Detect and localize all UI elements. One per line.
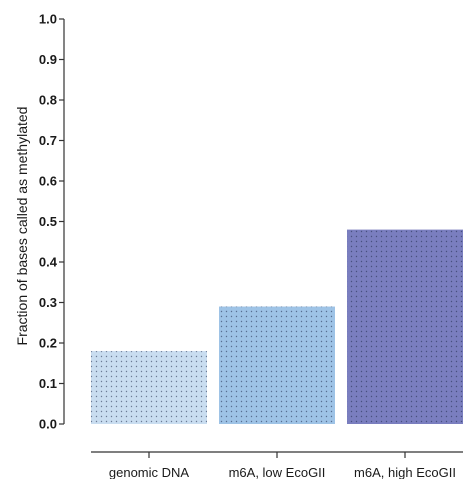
y-tick-label: 0.6	[39, 174, 57, 189]
y-tick-label: 0.7	[39, 133, 57, 148]
y-tick-label: 0.0	[39, 417, 57, 432]
x-tick-label: m6A, low EcoGII	[229, 465, 326, 479]
bar-dot-texture	[219, 306, 335, 424]
bar-dot-texture	[347, 229, 463, 424]
y-tick-label: 0.2	[39, 336, 57, 351]
y-tick-label: 0.5	[39, 214, 57, 229]
y-tick-label: 0.4	[39, 255, 58, 270]
y-axis-title: Fraction of bases called as methylated	[14, 107, 30, 346]
bars	[91, 229, 463, 424]
x-tick-label: genomic DNA	[109, 465, 190, 479]
x-axis	[91, 451, 463, 458]
x-tick-label: m6A, high EcoGII	[354, 465, 456, 479]
y-tick-label: 0.1	[39, 376, 57, 391]
y-tick-label: 0.3	[39, 295, 57, 310]
y-tick-label: 0.8	[39, 93, 57, 108]
bar-dot-texture	[91, 351, 207, 424]
y-tick-label: 0.9	[39, 52, 57, 67]
x-tick-labels: genomic DNA m6A, low EcoGII m6A, high EcoG…	[109, 465, 456, 479]
y-tick-label: 1.0	[39, 12, 57, 27]
y-axis: 0.0 0.1 0.2 0.3 0.4 0.5 0.6 0.7 0.8 0.9 1.0	[39, 12, 65, 432]
